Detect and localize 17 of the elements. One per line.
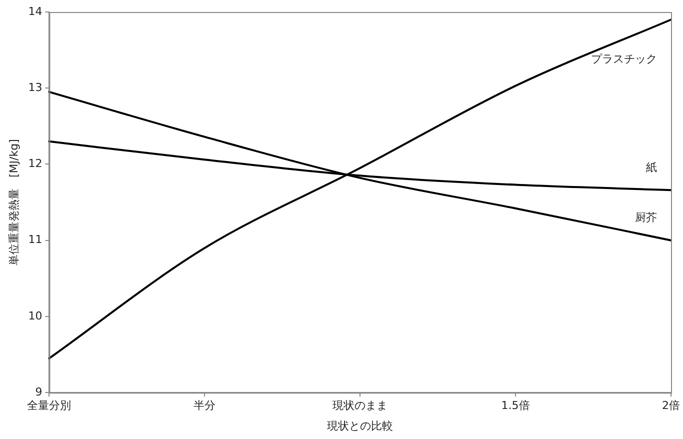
y-tick-label: 10 [28,309,42,322]
y-axis-title: 単位重量発熱量 [MJ/kg] [7,139,20,266]
x-tick-label: 現状のまま [332,399,388,412]
y-tick-label: 14 [28,4,42,18]
x-tick-label: 2倍 [662,399,680,412]
x-tick-label: 半分 [194,399,216,412]
x-axis-title: 現状との比較 [327,419,394,432]
x-tick-label: 全量分別 [27,399,72,412]
series-label: 厨芥 [635,211,657,224]
line-series [48,18,672,360]
y-tick-label: 9 [35,385,42,398]
y-tick-label: 11 [28,233,42,246]
series-label: プラスチック [591,52,657,66]
y-tick-label: 13 [28,80,42,94]
y-tick-label: 12 [28,157,42,170]
x-tick-label: 1.5倍 [501,399,530,412]
series-label: 紙 [646,160,657,174]
